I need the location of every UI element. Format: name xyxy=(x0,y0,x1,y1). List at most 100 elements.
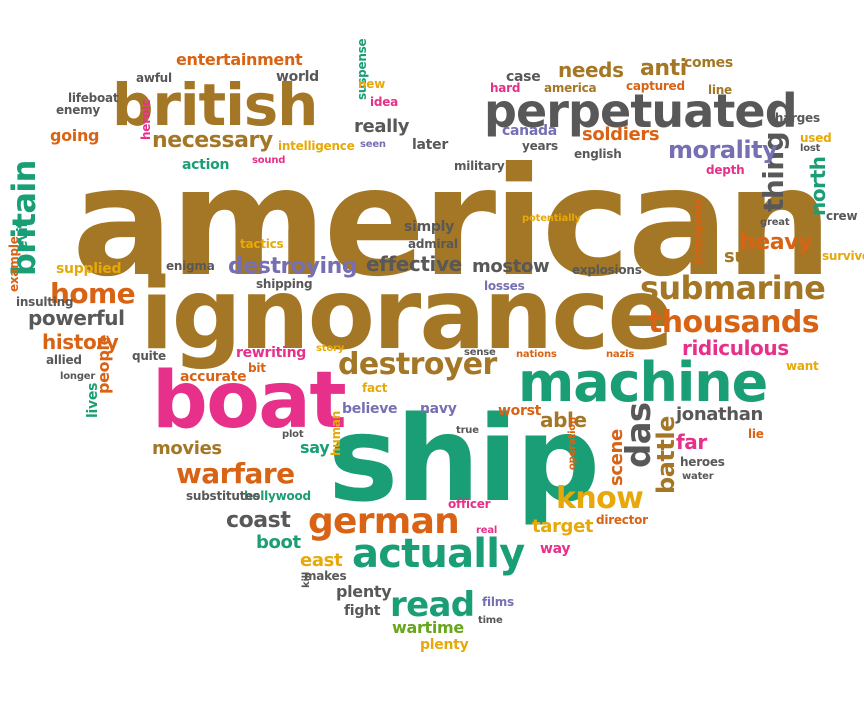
word-story: story xyxy=(316,343,345,354)
word-submarine: submarine xyxy=(640,269,826,307)
word-water: water xyxy=(682,471,714,482)
word-heroic: heroic xyxy=(139,99,153,140)
word-powerful: powerful xyxy=(28,306,125,330)
word-needs: needs xyxy=(558,58,624,82)
word-say: say xyxy=(300,438,330,457)
word-sound: sound xyxy=(252,155,286,166)
word-longer: longer xyxy=(60,371,96,382)
word-morality: morality xyxy=(668,136,778,164)
word-going: going xyxy=(50,126,100,145)
word-quite: quite xyxy=(132,349,166,363)
word-operation: operation xyxy=(567,417,578,470)
word-awful: awful xyxy=(136,71,172,85)
word-lie: lie xyxy=(748,427,764,441)
word-captured: captured xyxy=(626,79,685,93)
word-believe: believe xyxy=(342,401,398,417)
word-ignorance: ignorance xyxy=(140,258,674,372)
word-boot: boot xyxy=(256,532,301,553)
word-human: human xyxy=(329,410,343,456)
word-heroes: heroes xyxy=(680,455,725,469)
word-simply: simply xyxy=(404,219,454,235)
word-nations: nations xyxy=(516,349,557,360)
word-makes: makes xyxy=(304,569,347,583)
word-hollywood: hollywood xyxy=(244,489,311,503)
word-depth: depth xyxy=(706,163,745,177)
word-perpetuated: perpetuated xyxy=(484,84,798,138)
word-sense: sense xyxy=(464,347,496,358)
word-time: time xyxy=(478,615,503,626)
word-later: later xyxy=(412,137,448,153)
word-british: british xyxy=(112,71,318,139)
word-want: want xyxy=(786,359,819,373)
word-officer: officer xyxy=(448,497,491,511)
word-ridiculous: ridiculous xyxy=(682,336,789,360)
word-action: action xyxy=(182,157,230,173)
word-accurate: accurate xyxy=(180,369,247,385)
word-scene: scene xyxy=(606,429,627,486)
word-battle: battle xyxy=(652,416,680,494)
word-soldiers: soldiers xyxy=(582,124,660,145)
word-english: english xyxy=(574,147,622,161)
word-american: american xyxy=(72,136,833,310)
word-america: america xyxy=(544,81,597,95)
word-east: east xyxy=(300,550,343,571)
word-mostow: mostow xyxy=(472,256,550,277)
word-charges: charges xyxy=(768,111,820,125)
word-idea: idea xyxy=(370,95,398,109)
word-enemy: enemy xyxy=(56,103,100,117)
word-north: north xyxy=(806,156,830,216)
word-evil: evil xyxy=(15,222,31,250)
word-german: german xyxy=(308,501,460,542)
word-case: case xyxy=(506,69,541,85)
word-allied: allied xyxy=(46,353,82,367)
word-tactics: tactics xyxy=(240,237,284,251)
word-navy: navy xyxy=(420,401,457,417)
word-entertainment: entertainment xyxy=(176,50,303,69)
word-potentially: potentially xyxy=(522,213,581,224)
word-great: great xyxy=(760,217,790,228)
word-sub: sub xyxy=(724,246,760,267)
word-hard: hard xyxy=(490,81,521,95)
word-losses: losses xyxy=(484,279,525,293)
word-seen: seen xyxy=(360,139,386,150)
word-used: used xyxy=(800,131,832,145)
word-coast: coast xyxy=(226,508,291,533)
word-crew: crew xyxy=(826,209,858,223)
word-history: history xyxy=(42,330,119,354)
word-actually: actually xyxy=(352,531,525,577)
word-able: able xyxy=(540,408,587,432)
word-supplied: supplied xyxy=(56,261,122,277)
word-machine: machine xyxy=(518,351,768,414)
word-heavy: heavy xyxy=(740,230,812,255)
word-propaganda: propaganda xyxy=(693,198,704,264)
word-ship: ship xyxy=(328,390,600,528)
word-way: way xyxy=(540,541,571,557)
word-jonathan: jonathan xyxy=(676,404,763,425)
word-destroying: destroying xyxy=(228,254,358,279)
word-thousands: thousands xyxy=(648,305,820,340)
word-true: true xyxy=(456,425,479,436)
word-warfare: warfare xyxy=(176,457,295,490)
word-worst: worst xyxy=(498,403,542,419)
word-new: new xyxy=(358,77,386,91)
word-films: films xyxy=(482,595,514,609)
word-line: line xyxy=(708,83,732,97)
word-target: target xyxy=(532,516,594,537)
word-home: home xyxy=(50,277,136,310)
word-rewriting: rewriting xyxy=(236,345,306,361)
word-canada: canada xyxy=(502,123,557,139)
word-intelligence: intelligence xyxy=(278,139,355,153)
word-wartime: wartime xyxy=(392,618,464,637)
word-plot: plot xyxy=(282,429,304,440)
word-nazis: nazis xyxy=(606,349,635,360)
word-lives: lives xyxy=(85,382,101,418)
word-plenty: plenty xyxy=(420,637,469,653)
word-lost: lost xyxy=(800,143,821,154)
word-anti: anti xyxy=(640,56,687,81)
word-bit: bit xyxy=(248,361,266,375)
word-plenty: plenty xyxy=(336,582,392,601)
word-read: read xyxy=(390,585,475,625)
word-shipping: shipping xyxy=(256,277,313,291)
word-necessary: necessary xyxy=(152,128,273,153)
